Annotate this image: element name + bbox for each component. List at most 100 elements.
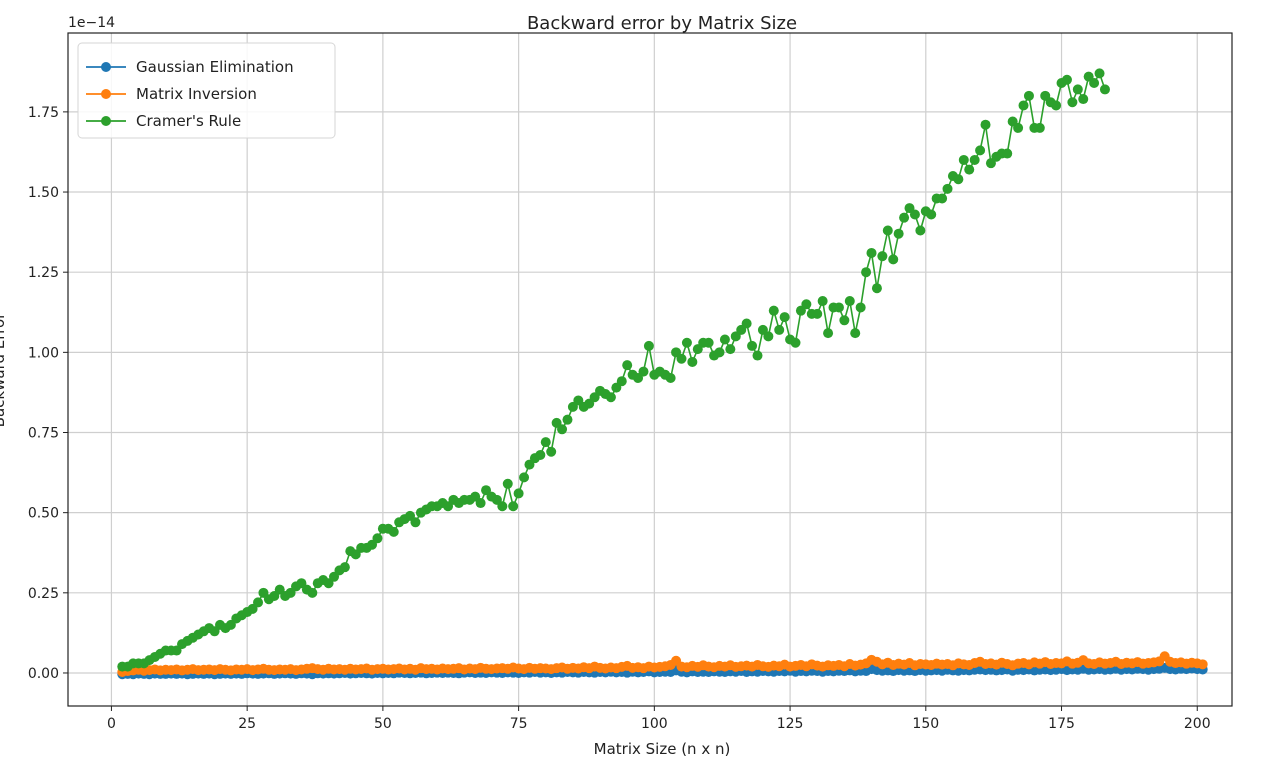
data-point xyxy=(871,283,882,294)
data-point xyxy=(833,302,844,313)
data-point xyxy=(307,587,318,598)
data-point xyxy=(790,337,801,348)
data-point xyxy=(1034,122,1045,133)
data-point xyxy=(975,145,986,156)
data-point xyxy=(410,517,421,528)
data-point xyxy=(1078,94,1089,105)
data-point xyxy=(964,164,975,175)
data-point xyxy=(1013,122,1024,133)
data-point xyxy=(926,209,937,220)
x-tick-label: 200 xyxy=(1184,716,1211,732)
x-tick-label: 50 xyxy=(374,716,392,732)
data-point xyxy=(719,334,730,345)
data-point xyxy=(1089,78,1100,89)
data-point xyxy=(1061,74,1072,85)
y-tick-label: 0.75 xyxy=(28,426,59,442)
data-point xyxy=(519,472,530,483)
data-point xyxy=(622,360,633,371)
data-point xyxy=(475,498,486,509)
data-point xyxy=(339,562,350,573)
y-tick-label: 1.75 xyxy=(28,105,59,121)
data-point xyxy=(665,372,676,383)
data-point xyxy=(817,296,828,307)
data-point xyxy=(676,353,687,364)
x-tick-label: 0 xyxy=(107,716,116,732)
y-tick-label: 0.50 xyxy=(28,506,59,522)
data-point xyxy=(747,340,758,351)
data-point xyxy=(768,305,779,316)
data-point xyxy=(877,251,888,262)
legend: Gaussian Elimination Matrix Inversion Cram… xyxy=(77,42,336,139)
data-point xyxy=(855,302,866,313)
data-point xyxy=(882,225,893,236)
data-point xyxy=(643,340,654,351)
data-point xyxy=(909,209,920,220)
data-point xyxy=(616,376,627,387)
data-point xyxy=(953,174,964,185)
data-point xyxy=(1197,659,1208,670)
data-point xyxy=(893,228,904,239)
data-point xyxy=(774,324,785,335)
x-axis-label: Matrix Size (n x n) xyxy=(594,740,731,758)
x-tick-label: 100 xyxy=(641,716,668,732)
y-tick-label: 0.25 xyxy=(28,586,59,602)
data-point xyxy=(1023,90,1034,101)
chart-title: Backward error by Matrix Size xyxy=(527,13,797,34)
y-tick-label: 1.25 xyxy=(28,265,59,281)
x-tick-label: 175 xyxy=(1048,716,1075,732)
series-line xyxy=(122,71,1106,668)
data-point xyxy=(915,225,926,236)
data-point xyxy=(823,328,834,339)
data-point xyxy=(866,247,877,258)
series-layer xyxy=(117,68,1208,680)
data-point xyxy=(513,488,524,499)
data-point xyxy=(861,267,872,278)
data-point xyxy=(1018,100,1029,111)
data-point xyxy=(388,526,399,537)
data-point xyxy=(1002,148,1013,159)
data-point xyxy=(546,446,557,457)
data-point xyxy=(812,308,823,319)
data-point xyxy=(502,478,513,489)
data-point xyxy=(703,337,714,348)
data-point xyxy=(942,183,953,194)
data-point xyxy=(681,337,692,348)
data-point xyxy=(888,254,899,265)
data-point xyxy=(752,350,763,361)
x-tick-label: 25 xyxy=(238,716,256,732)
data-point xyxy=(980,119,991,130)
x-tick-label: 150 xyxy=(912,716,939,732)
ticks: 0 25 50 75 100 125 150 175 200 0.00 0.25 0.50 0.75 1.… xyxy=(28,105,1211,732)
data-point xyxy=(937,193,948,204)
data-point xyxy=(844,296,855,307)
data-point xyxy=(1051,100,1062,111)
legend-label: Matrix Inversion xyxy=(136,85,257,103)
x-tick-label: 125 xyxy=(777,716,804,732)
legend-marker xyxy=(101,116,111,126)
y-tick-label: 1.50 xyxy=(28,185,59,201)
data-point xyxy=(741,318,752,329)
data-point xyxy=(1094,68,1105,79)
data-point xyxy=(899,212,910,223)
data-point xyxy=(687,356,698,367)
data-point xyxy=(253,597,264,608)
series-cramer-s-rule xyxy=(117,68,1110,672)
data-point xyxy=(725,344,736,355)
data-point xyxy=(801,299,812,310)
legend-label: Gaussian Elimination xyxy=(136,58,294,76)
data-point xyxy=(372,533,383,544)
data-point xyxy=(958,154,969,165)
legend-label: Cramer's Rule xyxy=(136,112,241,130)
plot-frame xyxy=(67,32,1233,707)
x-tick-label: 75 xyxy=(510,716,528,732)
data-point xyxy=(779,312,790,323)
data-point xyxy=(638,366,649,377)
data-point xyxy=(540,437,551,448)
legend-marker xyxy=(101,89,111,99)
data-point xyxy=(1072,84,1083,95)
y-axis-label: Backward Error xyxy=(0,312,8,427)
y-offset-label: 1e−14 xyxy=(68,15,115,31)
series-matrix-inversion xyxy=(117,651,1208,678)
data-point xyxy=(850,328,861,339)
